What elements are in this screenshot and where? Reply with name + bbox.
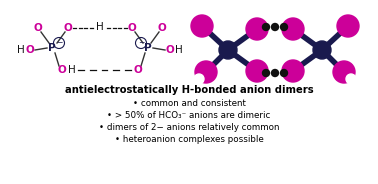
Circle shape [313,41,331,59]
Circle shape [280,70,288,77]
Text: O: O [26,45,34,55]
Text: −: − [56,38,62,47]
Circle shape [271,24,279,31]
Text: P: P [144,43,152,53]
Text: O: O [158,23,166,33]
Circle shape [262,70,270,77]
Text: H: H [96,22,104,32]
Text: • common and consistent: • common and consistent [133,99,245,108]
Text: • > 50% of HCO₃⁻ anions are dimeric: • > 50% of HCO₃⁻ anions are dimeric [107,111,271,120]
Text: antielectrostatically H-bonded anion dimers: antielectrostatically H-bonded anion dim… [65,85,313,95]
Circle shape [262,24,270,31]
Text: H: H [17,45,25,55]
Circle shape [219,41,237,59]
Circle shape [280,24,288,31]
Circle shape [346,74,356,84]
Circle shape [195,61,217,83]
Circle shape [282,60,304,82]
Text: O: O [34,23,42,33]
Text: −: − [138,38,144,47]
Text: • heteroanion complexes possible: • heteroanion complexes possible [115,135,263,144]
Text: • dimers of 2− anions relatively common: • dimers of 2− anions relatively common [99,123,279,132]
Text: O: O [166,45,174,55]
Circle shape [246,18,268,40]
Text: O: O [57,65,67,75]
Circle shape [337,15,359,37]
Circle shape [271,70,279,77]
Text: H: H [68,65,76,75]
Text: O: O [128,23,136,33]
Circle shape [191,15,213,37]
Text: O: O [64,23,72,33]
Circle shape [246,60,268,82]
Text: P: P [48,43,56,53]
Circle shape [333,61,355,83]
Circle shape [194,74,204,84]
Circle shape [282,18,304,40]
Text: O: O [134,65,143,75]
Text: H: H [175,45,183,55]
